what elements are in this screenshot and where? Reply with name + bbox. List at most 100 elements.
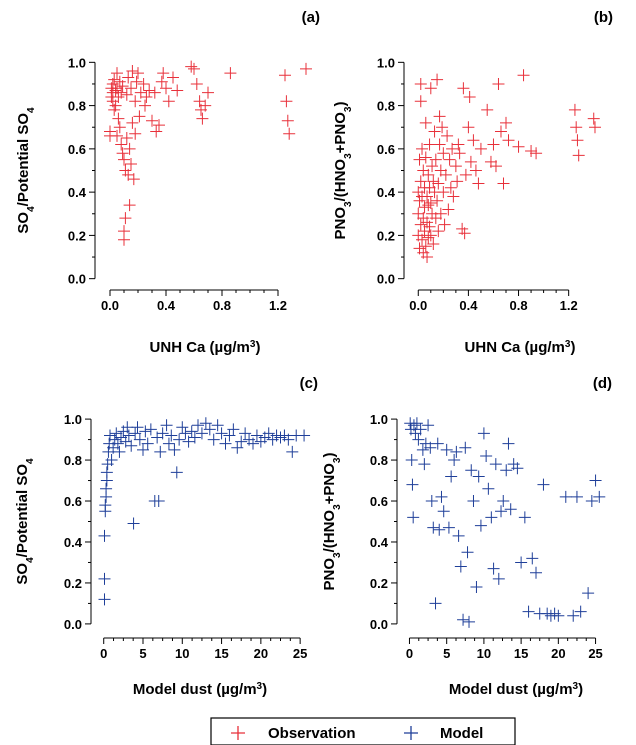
data-point: [250, 429, 263, 442]
y-tick-label: 0.6: [377, 142, 395, 157]
data-point: [443, 153, 456, 166]
y-tick-label: 0.8: [64, 453, 82, 468]
data-point: [429, 597, 442, 610]
data-point: [458, 227, 471, 240]
data-point: [141, 437, 154, 450]
data-point: [98, 593, 111, 606]
data-point: [132, 67, 144, 80]
data-point: [100, 466, 113, 479]
data-point: [165, 429, 178, 442]
data-point: [133, 110, 146, 123]
data-point: [480, 449, 493, 462]
series-observation: [104, 60, 312, 246]
y-tick-label: 0.2: [64, 576, 82, 591]
data-point: [512, 140, 525, 153]
data-point: [171, 84, 184, 97]
data-point: [511, 462, 524, 475]
y-tick-label: 0.6: [68, 142, 86, 157]
y-axis-label: PNO3/(HNO3+PNO3): [332, 102, 354, 240]
data-point: [192, 419, 204, 432]
panel-label: (d): [593, 375, 612, 392]
data-point: [502, 437, 515, 450]
data-point: [185, 425, 198, 438]
data-point: [442, 521, 455, 534]
data-point: [474, 519, 487, 532]
data-point: [451, 175, 464, 188]
data-point: [437, 505, 450, 518]
data-point: [227, 423, 240, 436]
data-point: [262, 427, 275, 440]
data-point: [421, 251, 434, 264]
panel-a: 0.0 0.4 0.8 1.2 0.0 0.2 0.4 0.6 0.8 1.0 UNH Ca (µg…: [15, 9, 320, 356]
data-point: [283, 127, 296, 140]
data-point: [467, 134, 480, 147]
data-point: [526, 552, 539, 565]
data-point: [111, 437, 124, 450]
data-point: [453, 147, 466, 160]
x-tick-label: 15: [514, 646, 528, 661]
y-tick-label: 0.8: [377, 99, 395, 114]
data-point: [424, 441, 437, 454]
data-point: [152, 495, 165, 508]
data-point: [160, 419, 173, 432]
x-tick-label: 20: [254, 646, 268, 661]
data-point: [156, 427, 169, 440]
data-point: [427, 238, 440, 251]
data-point: [422, 231, 435, 244]
data-point: [120, 132, 133, 145]
data-point: [587, 112, 600, 125]
x-tick-label: 10: [477, 646, 491, 661]
data-point: [474, 142, 487, 155]
data-point: [588, 121, 601, 134]
data-point: [423, 220, 436, 233]
data-point: [525, 145, 538, 158]
data-point: [517, 69, 530, 82]
data-point: [570, 121, 583, 134]
data-point: [173, 433, 186, 446]
data-point: [215, 427, 228, 440]
data-point: [105, 454, 118, 467]
data-point: [120, 88, 133, 101]
data-point: [570, 490, 583, 503]
data-point: [485, 511, 498, 524]
y-tick-label: 0.2: [68, 228, 86, 243]
panel-c: 0 5 10 15 20 25 0.0 0.2 0.4 0.6 0.8 1.0 Model dust (…: [14, 375, 318, 698]
data-point: [427, 521, 440, 534]
data-point: [129, 127, 142, 140]
data-point: [157, 67, 170, 80]
x-axis-label: UNH Ca (µg/m3): [150, 339, 261, 357]
data-point: [434, 207, 447, 220]
y-tick-label: 0.6: [370, 494, 388, 509]
data-point: [433, 138, 446, 151]
data-point: [421, 190, 434, 203]
data-point: [176, 421, 189, 434]
data-point: [432, 177, 445, 190]
data-point: [568, 103, 581, 116]
data-point: [464, 155, 477, 168]
data-point: [435, 490, 448, 503]
data-point: [407, 419, 420, 432]
data-point: [235, 435, 248, 448]
data-point: [462, 121, 475, 134]
x-tick-label: 20: [551, 646, 565, 661]
data-point: [422, 168, 435, 181]
data-point: [144, 423, 157, 436]
data-point: [487, 562, 500, 575]
data-point: [414, 423, 427, 436]
data-point: [130, 75, 143, 88]
data-point: [115, 86, 128, 99]
data-point: [448, 454, 461, 467]
data-point: [199, 99, 212, 112]
data-point: [477, 427, 490, 440]
data-point: [492, 572, 505, 585]
data-point: [224, 67, 237, 80]
data-point: [203, 423, 216, 436]
data-point: [116, 80, 129, 93]
data-point: [168, 443, 181, 456]
data-point: [487, 138, 500, 151]
data-point: [431, 194, 444, 207]
data-point: [129, 95, 142, 108]
data-point: [298, 429, 311, 442]
y-tick-label: 0.4: [370, 535, 389, 550]
panel-label: (a): [302, 9, 320, 26]
